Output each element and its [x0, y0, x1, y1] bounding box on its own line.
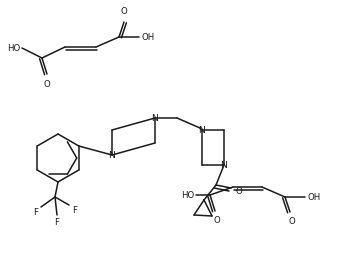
Text: N: N: [221, 161, 228, 169]
Text: HO: HO: [7, 44, 20, 53]
Text: N: N: [199, 126, 205, 134]
Text: OH: OH: [141, 32, 154, 41]
Text: F: F: [72, 206, 77, 215]
Text: O: O: [288, 217, 295, 226]
Text: F: F: [33, 208, 38, 217]
Text: N: N: [109, 150, 116, 160]
Text: O: O: [121, 7, 127, 16]
Text: F: F: [55, 218, 60, 227]
Text: HO: HO: [181, 191, 194, 199]
Text: OH: OH: [307, 192, 320, 202]
Text: O: O: [44, 80, 50, 89]
Text: O: O: [235, 186, 242, 196]
Text: O: O: [214, 216, 220, 225]
Text: N: N: [152, 113, 158, 123]
